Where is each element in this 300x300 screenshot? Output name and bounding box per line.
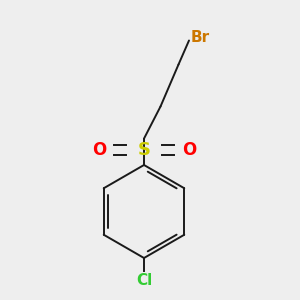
- Text: O: O: [182, 141, 196, 159]
- Text: Cl: Cl: [136, 273, 152, 288]
- Text: S: S: [137, 141, 151, 159]
- Text: O: O: [92, 141, 106, 159]
- Text: Br: Br: [190, 30, 210, 45]
